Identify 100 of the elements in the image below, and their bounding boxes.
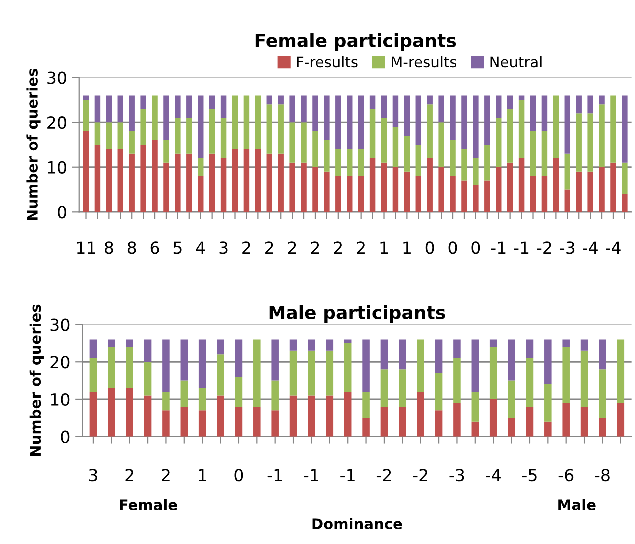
bar [438, 167, 444, 212]
bar [362, 340, 370, 392]
bar [438, 122, 444, 168]
bar [126, 347, 134, 388]
bar [326, 340, 334, 351]
chart-title: Female participants [256, 34, 456, 51]
bar [526, 340, 534, 358]
bar [473, 158, 479, 186]
bar [186, 154, 192, 212]
bar [254, 406, 261, 437]
bar [435, 373, 443, 411]
bar [544, 384, 552, 422]
bar [106, 149, 112, 212]
bar [622, 194, 628, 212]
bar [530, 176, 536, 212]
bar [312, 96, 318, 132]
x-tick-label: -3 [450, 469, 464, 482]
bar [362, 392, 370, 418]
bar [404, 172, 410, 212]
bar [118, 149, 124, 212]
bar [530, 96, 536, 132]
x-tick-label: 2 [162, 469, 170, 482]
x-tick-label: 4 [196, 242, 206, 254]
bar [370, 96, 376, 110]
bar [336, 176, 342, 212]
bar [90, 358, 98, 392]
bar [301, 162, 307, 212]
bar [599, 418, 606, 437]
bar [290, 96, 296, 123]
bar [129, 96, 135, 132]
bar [308, 396, 316, 437]
bar [301, 122, 307, 163]
bar [617, 403, 625, 437]
bar [198, 340, 206, 388]
bar [450, 176, 456, 212]
bar [399, 340, 406, 370]
bar [144, 340, 152, 362]
bar [416, 96, 422, 145]
bar [580, 350, 588, 407]
bar [542, 132, 548, 176]
x-tick-label: -4 [486, 469, 501, 482]
bar [336, 96, 342, 150]
bar [508, 340, 516, 381]
bar [144, 362, 152, 396]
y-tick-label: 10 [51, 393, 70, 406]
bar [435, 410, 443, 437]
bar [164, 162, 170, 212]
bar [209, 154, 216, 212]
bar [427, 104, 433, 158]
bar [622, 162, 628, 194]
bar [344, 392, 352, 437]
bar [152, 96, 158, 140]
bar [347, 96, 353, 150]
bar [255, 149, 262, 212]
x-tick-label: 1 [404, 242, 411, 254]
x-tick-label: 8 [105, 242, 114, 254]
legend-label: Neutral [490, 56, 542, 68]
bar [235, 377, 243, 407]
bar [462, 149, 468, 181]
bar [599, 370, 606, 418]
x-tick-label: -1 [268, 469, 282, 482]
bar [118, 122, 124, 150]
bar [140, 109, 146, 145]
bar [126, 340, 134, 348]
bar [220, 158, 227, 212]
bar [347, 176, 353, 212]
bar [140, 96, 146, 110]
bar [530, 132, 536, 176]
bar [266, 104, 273, 154]
bar [290, 122, 296, 163]
bar [180, 340, 188, 381]
x-tick-label: -2 [376, 469, 392, 482]
bar [180, 380, 188, 407]
bar [484, 144, 490, 181]
y-tick-label: 30 [50, 318, 70, 332]
bar [588, 114, 594, 172]
text: Female [120, 499, 178, 511]
bar [473, 96, 479, 158]
bar [576, 172, 582, 212]
x-tick-label: 2 [311, 242, 320, 254]
y-tick-label: 10 [48, 161, 66, 174]
bar [381, 96, 388, 118]
legend-label: F-results [297, 56, 358, 68]
bar [526, 406, 534, 437]
x-tick-label: 3 [89, 469, 98, 482]
bar [610, 96, 616, 163]
bar [450, 140, 456, 176]
y-tick-label: 20 [50, 356, 70, 369]
bar [272, 410, 279, 437]
bar [126, 388, 134, 437]
x-tick-label: 2 [334, 242, 342, 254]
bar [454, 403, 461, 437]
bar [399, 406, 406, 437]
bar [152, 140, 158, 212]
bar [507, 96, 514, 110]
bar [290, 162, 296, 212]
bar [450, 96, 456, 140]
bar [404, 136, 410, 172]
legend-label: M-results [392, 56, 457, 68]
x-tick-label: 2 [288, 242, 296, 254]
